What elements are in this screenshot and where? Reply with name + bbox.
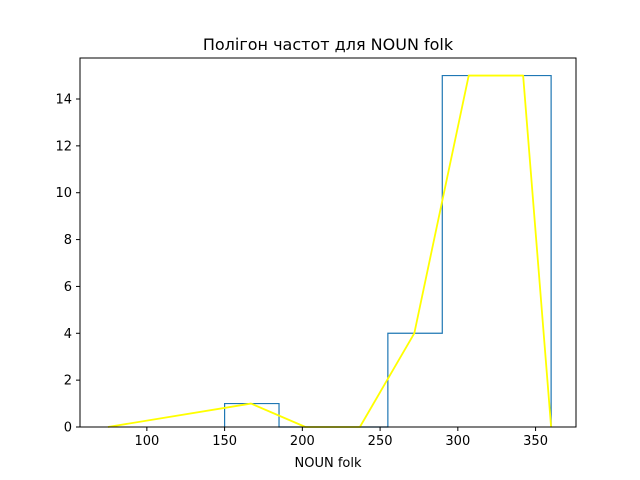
- plot-area: [107, 74, 553, 428]
- y-tick-label: 6: [64, 280, 72, 295]
- y-tick-label: 14: [55, 93, 72, 108]
- y-tick-label: 10: [55, 186, 72, 201]
- x-tick-label: 250: [368, 434, 393, 449]
- x-tick-label: 350: [523, 434, 548, 449]
- y-axis-ticks: 0 2 4 6 8 10 12 14: [55, 93, 80, 436]
- x-tick-label: 200: [290, 434, 315, 449]
- x-tick-label: 300: [445, 434, 470, 449]
- frequency-polygon-line: [107, 74, 553, 428]
- x-tick-label: 100: [134, 434, 159, 449]
- x-tick-label: 150: [212, 434, 237, 449]
- y-tick-label: 8: [64, 233, 72, 248]
- y-tick-label: 2: [64, 374, 72, 389]
- chart-title: Полігон частот для NOUN folk: [203, 35, 454, 54]
- y-tick-label: 0: [64, 421, 72, 436]
- x-axis-ticks: 100 150 200 250 300 350: [134, 427, 548, 449]
- plot-frame: [79, 57, 577, 428]
- x-axis-label: NOUN folk: [295, 456, 362, 471]
- y-tick-label: 4: [64, 327, 72, 342]
- y-tick-label: 12: [55, 139, 72, 154]
